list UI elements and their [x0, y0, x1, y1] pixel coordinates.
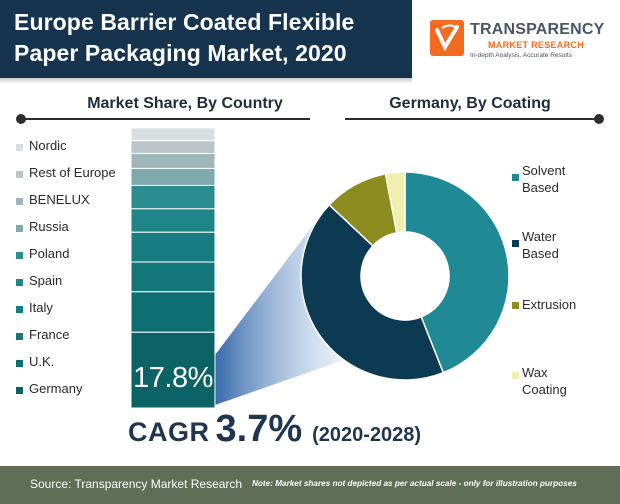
legend-swatch	[16, 144, 23, 151]
country-label: Rest of Europe	[29, 165, 116, 180]
legend-swatch	[512, 372, 519, 379]
cagr-value: 3.7%	[215, 408, 303, 450]
country-label: U.K.	[29, 354, 55, 369]
country-label: Poland	[29, 246, 70, 261]
coating-chart-title: Germany, By Coating	[389, 95, 551, 112]
legend-item-wax: Wax Coating	[522, 364, 567, 398]
country-label: Spain	[29, 273, 63, 288]
donut-slice-water-based	[300, 203, 445, 381]
legend-swatch	[512, 240, 519, 247]
footer-bar: Source: Transparency Market Research Not…	[0, 466, 620, 504]
legend-line: Wax	[522, 365, 548, 380]
legend-line: Solvent	[522, 163, 566, 178]
legend-item-extrusion: Extrusion	[522, 296, 576, 313]
legend-item-solvent: Solvent Based	[522, 162, 565, 196]
country-title-dot	[16, 114, 26, 124]
title-banner: Europe Barrier Coated Flexible Paper Pac…	[0, 0, 412, 78]
cagr-statement: CAGR 3.7% (2020-2028)	[128, 408, 421, 451]
bar-segment-france	[130, 261, 216, 293]
source-text: Source: Transparency Market Research	[30, 477, 243, 491]
disclaimer-note: Note: Market shares not depicted as per …	[252, 479, 577, 488]
country-chart-title: Market Share, By Country	[87, 95, 283, 112]
legend-swatch	[16, 198, 23, 205]
legend-swatch	[512, 174, 519, 181]
legend-swatch	[16, 360, 23, 367]
country-label: BENELUX	[29, 192, 90, 207]
logo-mark-icon	[430, 20, 464, 56]
bar-segment-rest-of-europe	[130, 140, 216, 155]
country-label: Germany	[29, 381, 83, 396]
brand-logo: TRANSPARENCY MARKET RESEARCH In-depth An…	[430, 20, 610, 68]
logo-subtitle: MARKET RESEARCH	[488, 40, 585, 50]
legend-swatch	[16, 306, 23, 313]
country-label: Italy	[29, 300, 53, 315]
coating-title-dot	[594, 114, 604, 124]
coating-donut-chart	[300, 171, 510, 381]
title-shadow	[0, 78, 412, 84]
bar-segment-germany	[130, 331, 216, 409]
legend-swatch	[16, 225, 23, 232]
logo-name: TRANSPARENCY	[470, 21, 605, 38]
title-line-2: Paper Packaging Market, 2020	[14, 40, 347, 66]
logo-tagline: In-depth Analysis. Accurate Results	[470, 52, 572, 59]
donut-slice-wax-coating	[384, 171, 406, 234]
germany-share-label: 17.8%	[133, 362, 213, 394]
legend-item-water: Water Based	[522, 228, 559, 262]
bar-segment-italy	[130, 231, 216, 263]
country-label: Russia	[29, 219, 69, 234]
legend-swatch	[16, 387, 23, 394]
legend-line: Based	[522, 246, 559, 261]
country-title-rule	[20, 118, 310, 120]
bar-segment-poland	[130, 184, 216, 210]
legend-swatch	[16, 171, 23, 178]
bar-segment-spain	[130, 208, 216, 233]
cagr-label: CAGR	[128, 417, 210, 447]
legend-line: Extrusion	[522, 297, 577, 312]
legend-swatch	[16, 279, 23, 286]
cagr-period: (2020-2028)	[312, 424, 422, 446]
country-label: France	[29, 327, 70, 342]
legend-swatch	[16, 252, 23, 259]
title-line-1: Europe Barrier Coated Flexible	[14, 9, 355, 35]
bar-segment-u-k-	[130, 291, 216, 333]
country-stacked-bar	[130, 127, 216, 409]
legend-line: Water	[522, 229, 557, 244]
legend-swatch	[512, 302, 519, 309]
donut-slice-solvent-based	[404, 171, 510, 374]
legend-line: Coating	[522, 382, 567, 397]
country-label: Nordic	[29, 138, 67, 153]
bar-segment-benelux	[130, 153, 216, 169]
legend-swatch	[16, 333, 23, 340]
bar-segment-nordic	[130, 127, 216, 142]
bar-segment-russia	[130, 167, 216, 186]
page-title: Europe Barrier Coated Flexible Paper Pac…	[14, 7, 406, 69]
legend-line: Based	[522, 180, 559, 195]
coating-title-rule	[345, 118, 595, 120]
